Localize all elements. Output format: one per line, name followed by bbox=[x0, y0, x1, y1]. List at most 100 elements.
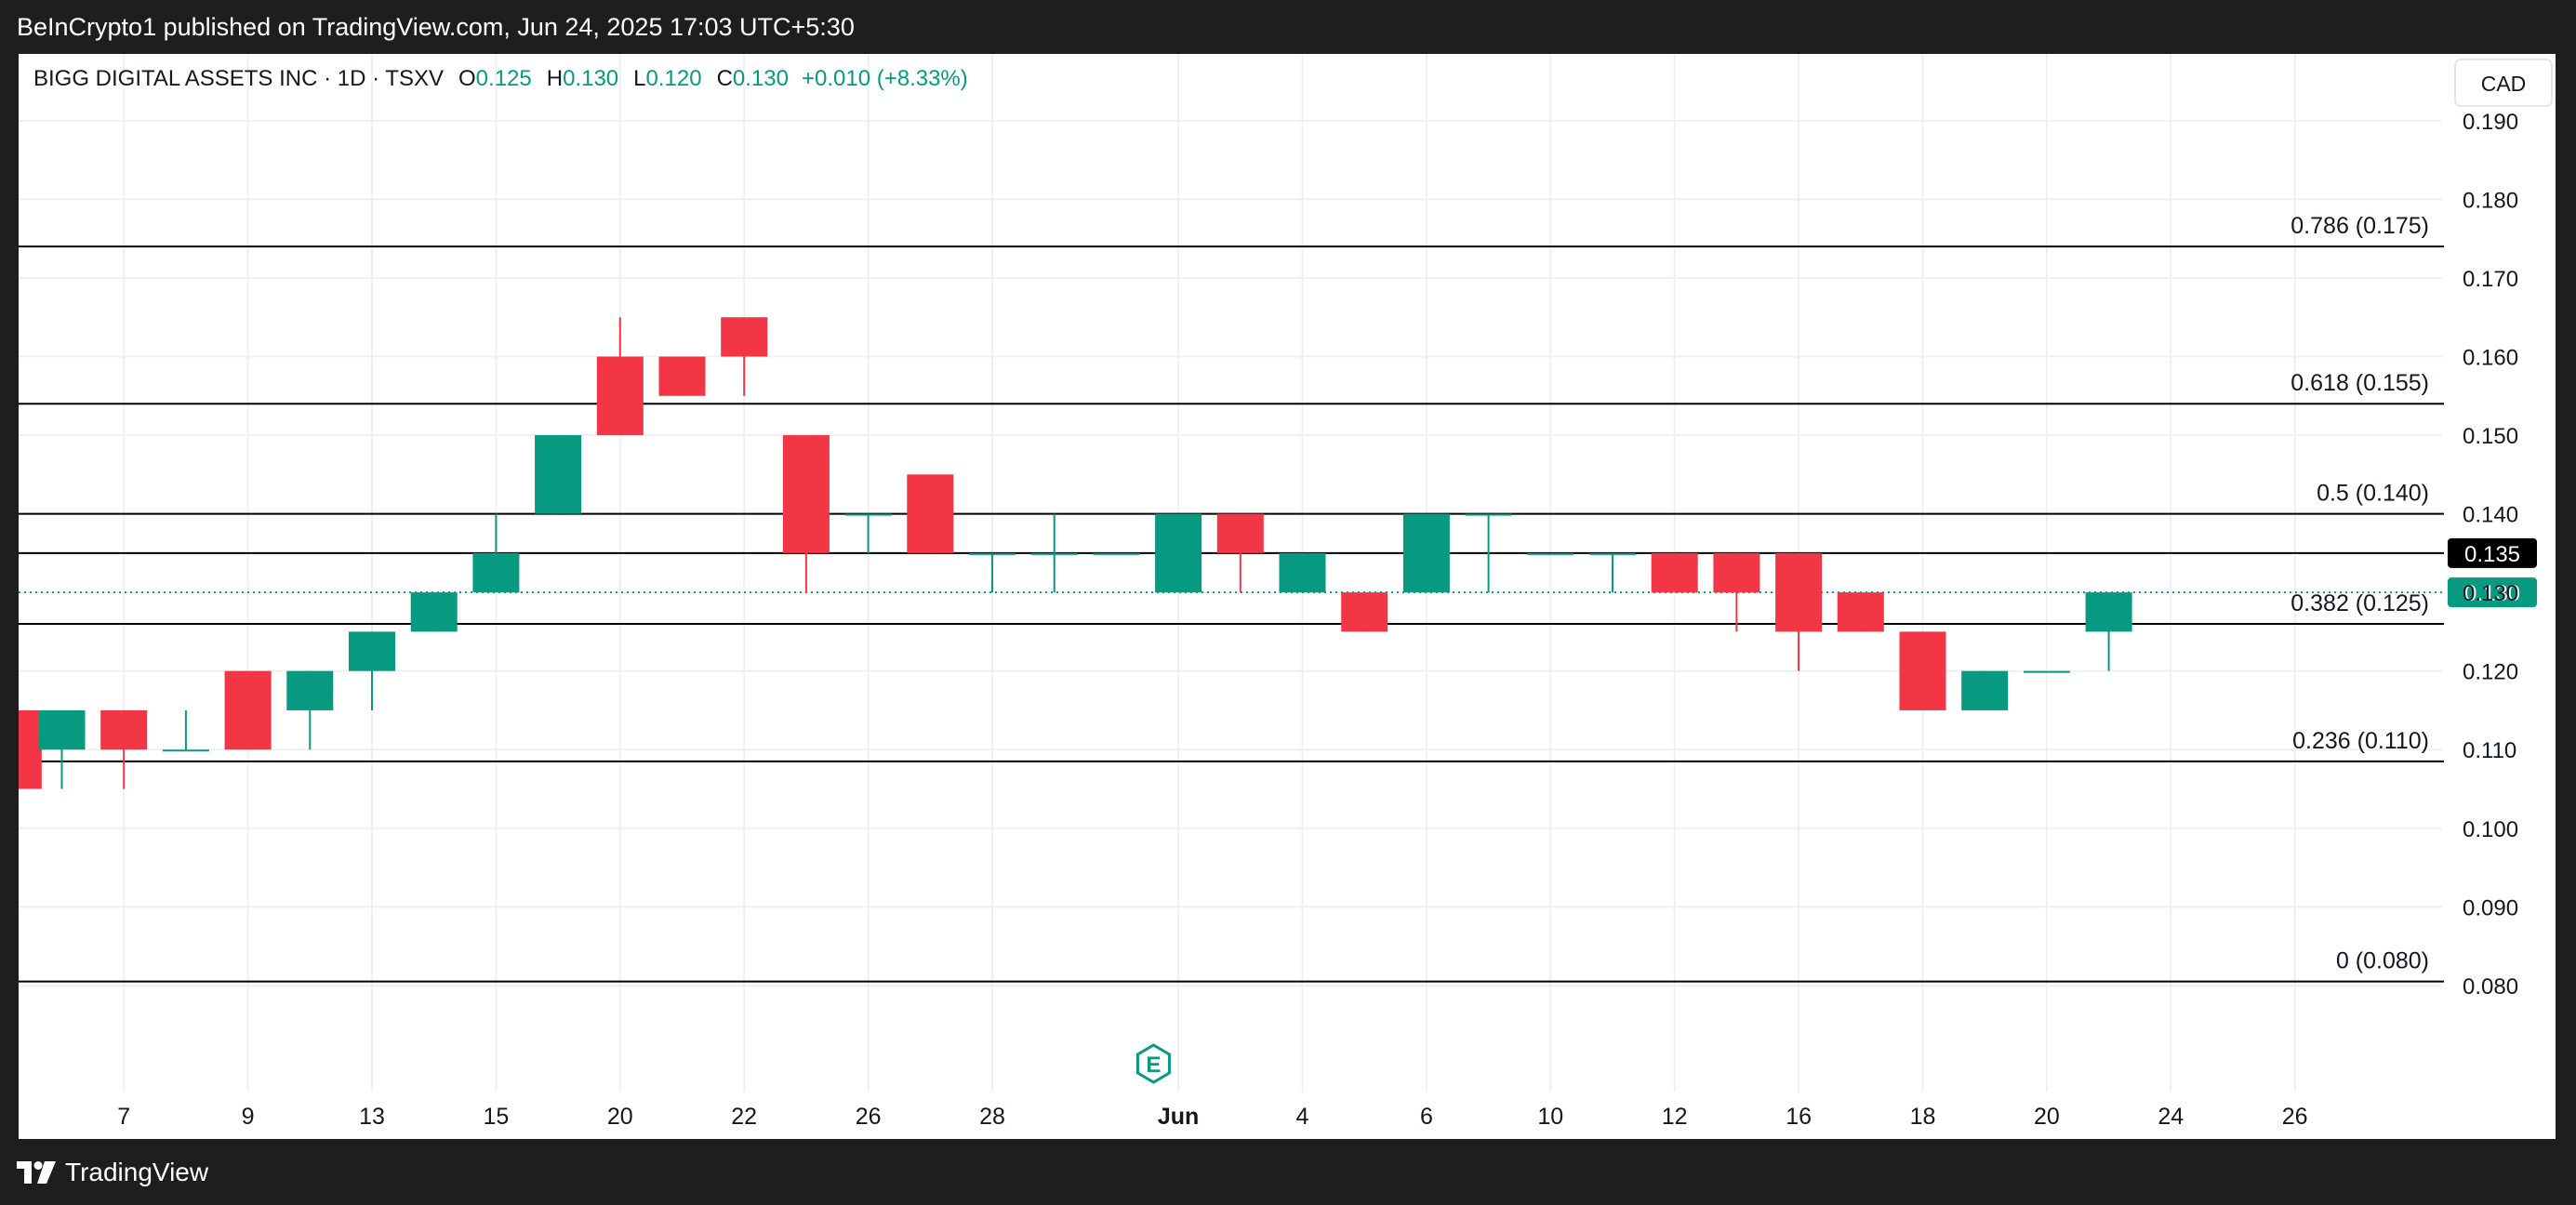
chart-panel[interactable]: 0.786 (0.175) 0.618 (0.155) 0.5 (0.140) 0.3… bbox=[0, 41, 2556, 1139]
legend-open-value: 0.125 bbox=[476, 66, 532, 91]
earnings-marker[interactable]: E bbox=[1135, 1043, 1171, 1084]
candle-body bbox=[1713, 552, 1760, 593]
y-tick-label: 0.100 bbox=[2463, 817, 2518, 842]
x-tick-label: 4 bbox=[1296, 1104, 1309, 1130]
candle bbox=[1030, 513, 1078, 593]
candle-body bbox=[844, 513, 892, 516]
x-tick-label: 20 bbox=[607, 1104, 633, 1130]
candle-body bbox=[1837, 592, 1884, 632]
candle bbox=[1155, 513, 1202, 593]
candle bbox=[1837, 592, 1884, 632]
legend-open-label: O bbox=[458, 66, 476, 91]
candle-body bbox=[2023, 670, 2070, 673]
y-tick-label: 0.190 bbox=[2463, 110, 2518, 135]
candle-body bbox=[224, 670, 272, 750]
y-tick-label: 0.170 bbox=[2463, 267, 2518, 292]
x-tick-label: 12 bbox=[1662, 1104, 1688, 1130]
fib-label: 0.618 (0.155) bbox=[2291, 370, 2429, 396]
candle bbox=[1713, 552, 1760, 632]
ohlc-legend: BIGG DIGITAL ASSETS INC · 1D · TSXV O0.12… bbox=[33, 66, 968, 91]
candle-body bbox=[1465, 513, 1512, 516]
fib-label: 0.5 (0.140) bbox=[2317, 481, 2429, 507]
x-axis: 7 9 13 15 20 22 26 28 Jun 4 6 10 12 16 18 20 24 26 bbox=[117, 1104, 2307, 1130]
legend-low-label: L bbox=[633, 66, 645, 91]
y-tick-label: 0.080 bbox=[2463, 974, 2518, 1000]
y-tick-label: 0.090 bbox=[2463, 895, 2518, 920]
candle-body bbox=[1402, 513, 1450, 593]
legend-low-value: 0.120 bbox=[646, 66, 702, 91]
candle-body bbox=[969, 552, 1016, 555]
y-tick-label: 0.110 bbox=[2463, 738, 2516, 763]
y-tick-label: 0.150 bbox=[2463, 424, 2518, 449]
candlestick-chart[interactable]: 0.786 (0.175) 0.618 (0.155) 0.5 (0.140) 0.3… bbox=[0, 41, 2556, 1139]
candle-body bbox=[38, 709, 86, 750]
price-lines: 0.135 0.130 bbox=[19, 537, 2537, 608]
candle-body bbox=[1279, 552, 1326, 593]
candle bbox=[658, 356, 706, 396]
candle-body bbox=[1961, 670, 2009, 710]
tradingview-logo-icon bbox=[17, 1161, 56, 1184]
candle bbox=[1093, 552, 1140, 555]
candle bbox=[1341, 592, 1388, 632]
legend-close-value: 0.130 bbox=[733, 66, 789, 91]
candle bbox=[1279, 552, 1326, 593]
candle bbox=[1651, 552, 1698, 593]
fib-label: 0.236 (0.110) bbox=[2292, 728, 2429, 754]
candle bbox=[1899, 631, 1946, 710]
x-tick-label: 16 bbox=[1786, 1104, 1812, 1130]
x-tick-label: 10 bbox=[1537, 1104, 1563, 1130]
candle-body bbox=[1341, 592, 1388, 632]
fib-label: 0 (0.080) bbox=[2336, 948, 2429, 974]
y-tick-label: 0.120 bbox=[2463, 660, 2518, 685]
x-tick-label: Jun bbox=[1158, 1104, 1199, 1130]
candle-body bbox=[1030, 552, 1078, 555]
candle-body bbox=[1899, 631, 1946, 710]
candle-body bbox=[721, 317, 768, 357]
candle bbox=[535, 435, 582, 514]
price-label: 0.135 bbox=[2464, 542, 2520, 567]
candle bbox=[224, 670, 272, 750]
candle-body bbox=[782, 435, 830, 553]
candle-body bbox=[535, 435, 582, 514]
legend-change: +0.010 (+8.33%) bbox=[802, 66, 968, 91]
candle-body bbox=[1093, 552, 1140, 555]
legend-symbol: BIGG DIGITAL ASSETS INC · 1D · TSXV bbox=[33, 66, 444, 91]
y-tick-label: 0.160 bbox=[2463, 346, 2518, 371]
candle-body bbox=[162, 749, 209, 752]
earnings-label: E bbox=[1146, 1053, 1161, 1078]
candle-body bbox=[1651, 552, 1698, 593]
candle-body bbox=[100, 709, 148, 750]
price-label-badge bbox=[2448, 577, 2537, 608]
fib-label: 0.382 (0.125) bbox=[2291, 590, 2429, 616]
svg-text:BIGG DIGITAL ASSETS INC · 1D ·: BIGG DIGITAL ASSETS INC · 1D · TSXV O0.12… bbox=[33, 66, 968, 91]
candle bbox=[472, 513, 520, 593]
currency-button[interactable]: CAD bbox=[2454, 59, 2553, 107]
candle bbox=[349, 631, 395, 710]
x-tick-label: 20 bbox=[2034, 1104, 2060, 1130]
candle bbox=[410, 592, 458, 632]
candle bbox=[844, 513, 892, 553]
candle bbox=[1775, 552, 1823, 671]
y-tick-label: 0.140 bbox=[2463, 503, 2518, 528]
y-tick-label: 0.130 bbox=[2463, 581, 2518, 606]
top-bar: BeInCrypto1 published on TradingView.com… bbox=[0, 0, 2576, 58]
candle bbox=[1402, 513, 1450, 593]
x-tick-label: 18 bbox=[1910, 1104, 1936, 1130]
x-tick-label: 26 bbox=[2282, 1104, 2308, 1130]
candle-body bbox=[907, 474, 954, 553]
x-tick-label: 7 bbox=[117, 1104, 130, 1130]
candle bbox=[0, 709, 42, 789]
legend-high-value: 0.130 bbox=[563, 66, 618, 91]
candle bbox=[969, 552, 1016, 593]
x-tick-label: 15 bbox=[483, 1104, 509, 1130]
x-tick-label: 28 bbox=[979, 1104, 1005, 1130]
tradingview-logo[interactable]: TradingView bbox=[17, 1156, 208, 1189]
currency-label: CAD bbox=[2481, 72, 2527, 96]
candle bbox=[721, 317, 768, 396]
bottom-bar: TradingView bbox=[0, 1139, 2576, 1205]
candle bbox=[1527, 552, 1574, 555]
y-tick-label: 0.180 bbox=[2463, 188, 2518, 213]
candle bbox=[1589, 552, 1636, 593]
candle-body bbox=[1589, 552, 1636, 555]
candle-body bbox=[1527, 552, 1574, 555]
